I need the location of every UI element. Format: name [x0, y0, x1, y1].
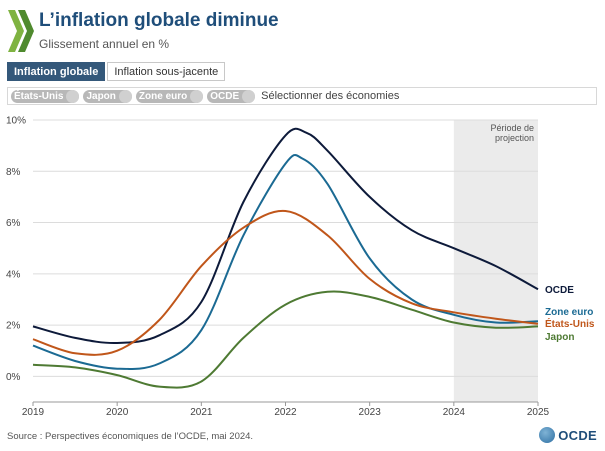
x-tick-label: 2025 — [527, 407, 550, 418]
globe-icon — [539, 427, 556, 443]
y-tick-label: 0% — [6, 372, 21, 383]
y-tick-label: 8% — [6, 167, 21, 178]
y-tick-label: 4% — [6, 269, 21, 280]
series-line-oecd[interactable] — [32, 127, 539, 345]
indicator-tabs: Inflation globale Inflation sous-jacente — [7, 62, 226, 81]
economy-filter-bar[interactable]: États-Unis Japon Zone euro OCDE Sélectio… — [7, 87, 597, 105]
remove-icon[interactable] — [118, 89, 132, 103]
select-economies-input[interactable]: Sélectionner des économies — [261, 90, 400, 102]
tab-headline-inflation[interactable]: Inflation globale — [7, 62, 106, 81]
chip-japan[interactable]: Japon — [83, 89, 132, 103]
x-tick-label: 2019 — [22, 407, 45, 418]
y-tick-label: 10% — [6, 116, 26, 127]
x-tick-label: 2022 — [274, 407, 297, 418]
source-note: Source : Perspectives économiques de l’O… — [7, 431, 254, 442]
header: L’inflation globale diminue Glissement a… — [6, 8, 596, 58]
series-line-japan[interactable] — [32, 290, 539, 389]
x-tick-label: 2023 — [359, 407, 382, 418]
remove-icon[interactable] — [66, 89, 80, 103]
chip-euro-area[interactable]: Zone euro — [135, 89, 204, 103]
projection-band — [453, 120, 538, 402]
x-tick-label: 2024 — [443, 407, 466, 418]
page-title: L’inflation globale diminue — [39, 10, 279, 31]
chip-oecd[interactable]: OCDE — [207, 89, 256, 103]
series-line-united-states[interactable] — [32, 209, 539, 356]
projection-label: projection — [495, 133, 534, 143]
tab-core-inflation[interactable]: Inflation sous-jacente — [107, 62, 226, 81]
series-line-euro-area[interactable] — [32, 153, 539, 370]
chip-label: OCDE — [210, 90, 240, 102]
y-tick-label: 6% — [6, 218, 21, 229]
x-tick-label: 2020 — [106, 407, 129, 418]
series-label-united-states: États-Unis — [545, 317, 595, 330]
oecd-footer-logo: OCDE — [539, 427, 597, 443]
chip-label: Japon — [86, 90, 116, 102]
series-label-euro-area: Zone euro — [545, 307, 593, 318]
series-label-oecd: OCDE — [545, 285, 574, 296]
projection-label: Période de — [490, 123, 534, 133]
remove-icon[interactable] — [190, 89, 204, 103]
y-tick-label: 2% — [6, 321, 21, 332]
oecd-logo-text: OCDE — [558, 427, 597, 443]
remove-icon[interactable] — [242, 89, 256, 103]
oecd-chevron-logo-icon — [8, 10, 34, 52]
chip-label: Zone euro — [138, 90, 188, 102]
chip-united-states[interactable]: États-Unis — [11, 89, 80, 103]
chip-label: États-Unis — [14, 90, 64, 102]
x-tick-label: 2021 — [190, 407, 213, 418]
series-label-japan: Japon — [545, 332, 574, 343]
page-subtitle: Glissement annuel en % — [39, 37, 170, 51]
